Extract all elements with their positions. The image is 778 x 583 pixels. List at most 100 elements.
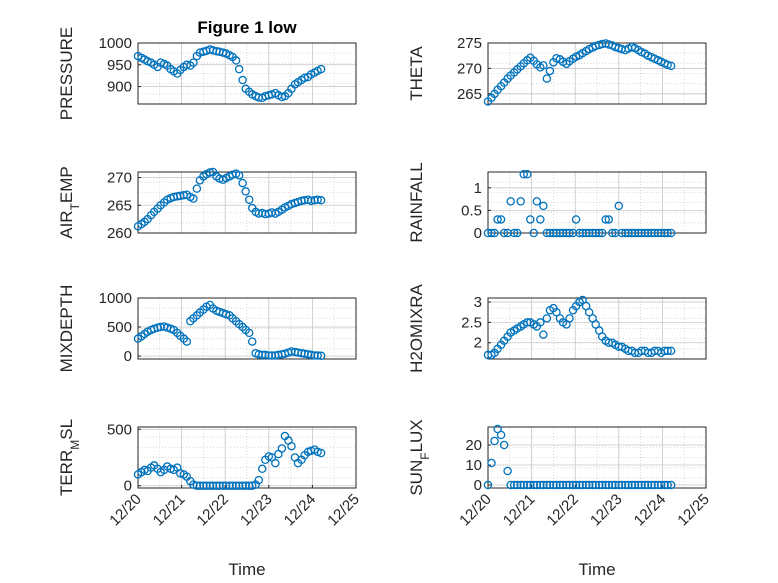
data-point xyxy=(516,480,525,490)
data-point xyxy=(182,337,192,346)
data-point xyxy=(650,228,659,238)
data-point xyxy=(614,201,624,211)
data-point xyxy=(264,351,274,360)
data-point xyxy=(611,228,620,238)
data-point xyxy=(562,228,571,238)
y-tick-label: 2 xyxy=(474,335,482,352)
grid xyxy=(488,298,706,359)
data-point xyxy=(539,480,548,490)
y-axis-label: RAINFALL xyxy=(407,162,426,242)
data-point xyxy=(594,480,604,490)
y-tick-label: 20 xyxy=(465,437,482,454)
y-tick-label: 500 xyxy=(107,319,132,336)
data-point xyxy=(617,480,627,490)
data-point xyxy=(519,170,529,179)
data-point xyxy=(630,480,640,490)
y-tick-label: 950 xyxy=(107,57,132,74)
axes-box xyxy=(487,297,707,360)
y-tick-label: 0 xyxy=(474,477,482,494)
data-point xyxy=(656,228,666,238)
data-point xyxy=(660,480,669,490)
data-point xyxy=(316,351,326,361)
y-tick-label: 260 xyxy=(107,225,132,242)
data-point xyxy=(634,480,643,490)
y-axis-label: AIRTEMP xyxy=(57,166,82,239)
data-point xyxy=(552,307,561,317)
data-point xyxy=(496,215,506,224)
data-point xyxy=(313,351,322,360)
y-tick-label: 265 xyxy=(457,86,482,103)
data-point xyxy=(506,197,515,206)
y-tick-label: 10 xyxy=(465,457,482,474)
data-point xyxy=(258,464,267,474)
data-point xyxy=(536,318,545,327)
data-point xyxy=(529,480,539,490)
data-point xyxy=(234,481,244,490)
data-point xyxy=(601,215,610,224)
data-point xyxy=(526,215,535,224)
series-markers xyxy=(133,167,326,231)
series-markers xyxy=(483,39,676,106)
data-point xyxy=(578,295,587,305)
data-point xyxy=(575,480,584,490)
subplot-theta: 265 270 275 THETA xyxy=(407,35,707,106)
data-point xyxy=(522,170,532,179)
data-point xyxy=(558,228,568,238)
data-point xyxy=(539,61,548,70)
data-point xyxy=(552,480,561,490)
x-tick-label: 12/23 xyxy=(587,491,626,530)
data-point xyxy=(663,480,672,490)
data-point xyxy=(199,481,208,490)
data-point xyxy=(202,481,211,490)
data-point xyxy=(310,351,319,360)
data-point xyxy=(519,480,529,490)
data-point xyxy=(526,480,535,490)
x-tick-label: 12/21 xyxy=(150,491,189,530)
grid xyxy=(138,172,356,234)
data-point xyxy=(568,228,578,238)
data-point xyxy=(316,64,326,74)
data-point xyxy=(601,480,610,490)
data-point xyxy=(487,458,496,468)
y-axis-label: H2OMIXRA xyxy=(407,283,426,372)
x-tick-label: 12/25 xyxy=(674,491,713,530)
data-point xyxy=(192,481,202,490)
data-point xyxy=(316,196,326,205)
x-tick-label: 12/24 xyxy=(281,491,320,530)
data-point xyxy=(490,228,499,238)
data-point xyxy=(643,228,653,238)
series-markers xyxy=(133,300,326,361)
x-axis-label: Time xyxy=(578,560,615,579)
data-point xyxy=(244,328,254,338)
data-point xyxy=(581,228,591,238)
data-point xyxy=(627,480,637,490)
data-point xyxy=(247,337,257,346)
y-tick-label: 900 xyxy=(107,79,132,96)
data-point xyxy=(490,436,499,446)
data-point xyxy=(581,480,591,490)
data-point xyxy=(565,314,574,323)
data-point xyxy=(549,480,558,490)
y-tick-label: 1 xyxy=(474,180,482,197)
y-tick-label: 270 xyxy=(107,170,132,187)
y-tick-label: 265 xyxy=(107,197,132,214)
data-point xyxy=(650,480,659,490)
data-point xyxy=(647,480,656,490)
data-point xyxy=(234,171,244,180)
y-axis-label: THETA xyxy=(407,46,426,101)
data-point xyxy=(542,314,552,323)
series-markers xyxy=(483,424,676,490)
subplot-sun-flux: 0 10 20 12/20 12/21 12/22 12/23 12/24 12/25 SUNFL… xyxy=(407,419,713,579)
subplot-air-temp: 260 265 270 AIRTEMP xyxy=(57,166,357,242)
data-point xyxy=(516,197,525,206)
data-point xyxy=(208,481,218,490)
data-point xyxy=(666,346,676,356)
data-point xyxy=(663,228,672,238)
data-point xyxy=(660,228,669,238)
data-point xyxy=(512,480,522,490)
data-point xyxy=(640,480,650,490)
y-axis-label: SUNFLUX xyxy=(407,419,432,495)
data-point xyxy=(637,228,646,238)
data-point xyxy=(509,480,519,490)
